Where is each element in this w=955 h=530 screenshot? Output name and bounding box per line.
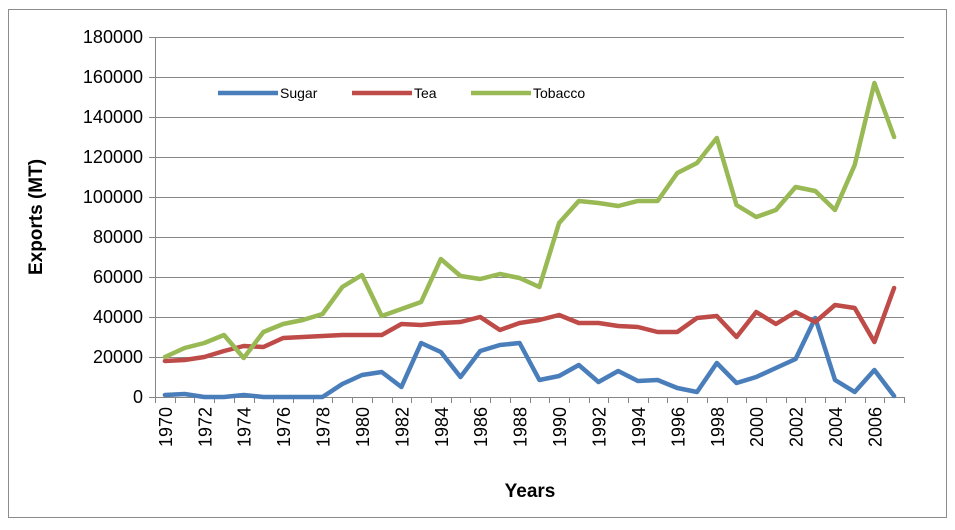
x-tick-label: 1978 [314,407,334,447]
y-tick-label: 160000 [83,67,143,87]
y-tick-label: 20000 [93,347,143,367]
x-tick-label: 1976 [274,407,294,447]
x-tick-label: 2006 [865,407,885,447]
series-line-tea [162,285,897,364]
y-tick-label: 60000 [93,267,143,287]
x-tick-label: 1992 [589,407,609,447]
x-axis-title: Years [505,481,556,502]
x-tick-label: 1974 [235,407,255,447]
y-tick-label: 0 [133,387,143,407]
x-tick-label: 1996 [668,407,688,447]
y-axis-title: Exports (MT) [26,159,47,275]
x-tick-label: 1990 [550,407,570,447]
y-tick-label: 140000 [83,107,143,127]
legend-label-sugar: Sugar [280,85,318,101]
x-tick-label: 1986 [471,407,491,447]
x-tick-label: 1980 [353,407,373,447]
x-tick-label: 1988 [511,407,531,447]
y-tick-label: 40000 [93,307,143,327]
x-tick-label: 1982 [392,407,412,447]
x-tick-label: 1998 [708,407,728,447]
x-tick-label: 1994 [629,407,649,447]
y-tick-labels: 0 20000 40000 60000 80000 100000 120000 140000 1… [83,27,143,407]
series-line-sugar [162,315,897,400]
legend: Sugar Tea Tobacco [218,85,585,101]
x-tick-label: 1970 [156,407,176,447]
series-lines [162,80,897,400]
x-tick-label: 1984 [432,407,452,447]
y-tick-label: 80000 [93,227,143,247]
x-tick-labels: 1970 1972 1974 1976 1978 1980 1982 1984 1986 1988… [156,407,886,447]
x-tick-label: 2004 [826,407,846,447]
legend-label-tea: Tea [414,85,437,101]
legend-label-tobacco: Tobacco [533,85,585,101]
y-tick-label: 180000 [83,27,143,47]
x-tick-label: 1972 [195,407,215,447]
x-tick-label: 2002 [787,407,807,447]
y-tick-label: 120000 [83,147,143,167]
grid-lines [155,37,904,358]
series-line-tobacco [162,80,897,361]
x-tick-label: 2000 [747,407,767,447]
y-tick-label: 100000 [83,187,143,207]
